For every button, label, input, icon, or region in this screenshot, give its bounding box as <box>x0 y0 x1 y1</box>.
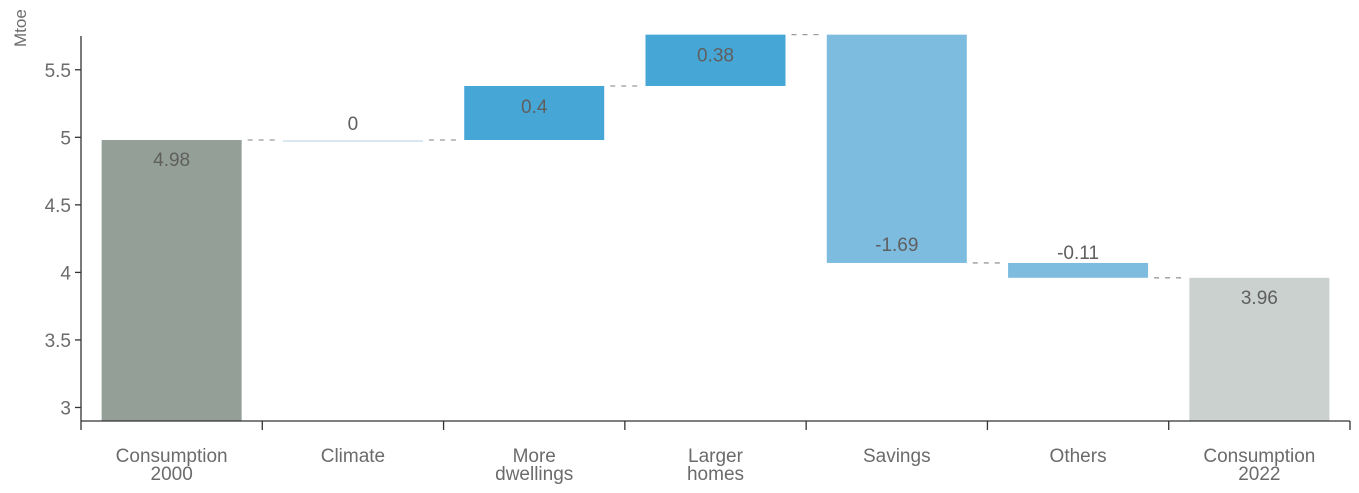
x-axis: Consumption 2000 Climate More dwellings Large… <box>80 420 1351 485</box>
x-category-label-1: Climate <box>321 446 385 467</box>
value-label-4: -1.69 <box>875 235 918 256</box>
x-category-label-4: Savings <box>863 446 931 467</box>
y-tick-label-4: 5 <box>60 128 71 149</box>
x-category-label-2: More dwellings <box>495 446 573 485</box>
value-label-6: 3.96 <box>1241 288 1278 309</box>
connector-lines <box>247 33 1184 279</box>
bar-6 <box>1189 277 1330 421</box>
bar-0 <box>101 140 242 421</box>
x-category-label-3: Larger homes <box>687 446 744 485</box>
value-label-0: 4.98 <box>153 150 190 171</box>
value-labels: 4.98 0 0.4 0.38 -1.69 -0.11 3.96 <box>153 46 1278 309</box>
bar-3 <box>645 34 786 86</box>
y-tick-label-0: 3 <box>60 398 71 419</box>
y-tick-label-1: 3.5 <box>45 331 71 352</box>
bar-1 <box>282 140 423 143</box>
y-tick-label-2: 4 <box>60 263 71 284</box>
value-label-1: 0 <box>348 114 359 135</box>
y-tick-label-3: 4.5 <box>45 196 71 217</box>
x-category-label-6: Consumption 2022 <box>1203 446 1315 485</box>
value-label-5: -0.11 <box>1057 243 1099 264</box>
x-category-label-5: Others <box>1050 446 1107 467</box>
bars <box>101 34 1330 421</box>
y-tick-label-5: 5.5 <box>45 61 71 82</box>
bar-5 <box>1008 262 1149 278</box>
x-category-label-0: Consumption 2000 <box>116 446 228 485</box>
bar-2 <box>464 85 605 141</box>
y-axis-unit-label: Mtoe <box>11 9 30 47</box>
bar-4 <box>826 34 967 263</box>
value-label-3: 0.38 <box>697 46 734 67</box>
value-label-2: 0.4 <box>521 97 548 118</box>
y-axis: 3 3.5 4 4.5 5 5.5 <box>45 36 82 421</box>
